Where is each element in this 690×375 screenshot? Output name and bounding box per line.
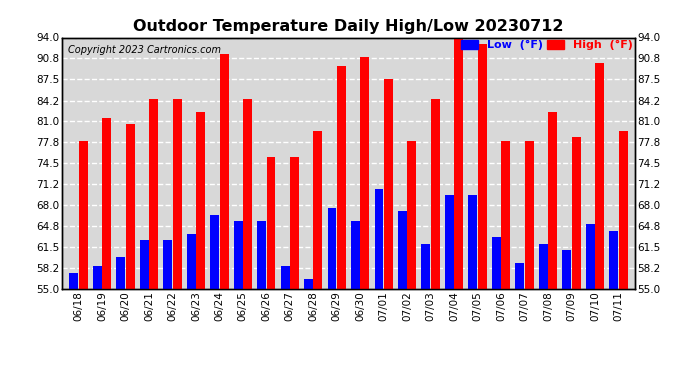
Bar [281, 266, 290, 289]
Bar [539, 244, 548, 289]
Bar [492, 237, 501, 289]
Bar [243, 99, 252, 289]
Bar [351, 221, 360, 289]
Bar [219, 54, 228, 289]
Bar [328, 208, 337, 289]
Bar [609, 231, 618, 289]
Bar [524, 141, 533, 289]
Bar [149, 99, 158, 289]
Bar [70, 273, 78, 289]
Bar [172, 99, 181, 289]
Bar [454, 38, 463, 289]
Bar [102, 118, 111, 289]
Bar [93, 266, 101, 289]
Title: Outdoor Temperature Daily High/Low 20230712: Outdoor Temperature Daily High/Low 20230… [133, 18, 564, 33]
Bar [431, 99, 440, 289]
Bar [469, 195, 477, 289]
Bar [234, 221, 243, 289]
Bar [501, 141, 510, 289]
Bar [210, 214, 219, 289]
Bar [337, 66, 346, 289]
Bar [548, 112, 557, 289]
Bar [477, 44, 486, 289]
Bar [126, 124, 135, 289]
Bar [515, 263, 524, 289]
Bar [422, 244, 431, 289]
Bar [266, 157, 275, 289]
Bar [586, 224, 595, 289]
Bar [375, 189, 384, 289]
Bar [290, 157, 299, 289]
Bar [398, 211, 407, 289]
Bar [117, 256, 126, 289]
Bar [407, 141, 416, 289]
Bar [304, 279, 313, 289]
Bar [360, 57, 369, 289]
Bar [257, 221, 266, 289]
Bar [619, 131, 627, 289]
Bar [79, 141, 88, 289]
Bar [196, 112, 205, 289]
Bar [313, 131, 322, 289]
Bar [595, 63, 604, 289]
Bar [571, 137, 580, 289]
Bar [562, 250, 571, 289]
Bar [445, 195, 454, 289]
Legend: Low  (°F), High  (°F): Low (°F), High (°F) [459, 38, 635, 52]
Bar [384, 80, 393, 289]
Bar [187, 234, 196, 289]
Bar [140, 240, 149, 289]
Bar [164, 240, 172, 289]
Text: Copyright 2023 Cartronics.com: Copyright 2023 Cartronics.com [68, 45, 221, 55]
